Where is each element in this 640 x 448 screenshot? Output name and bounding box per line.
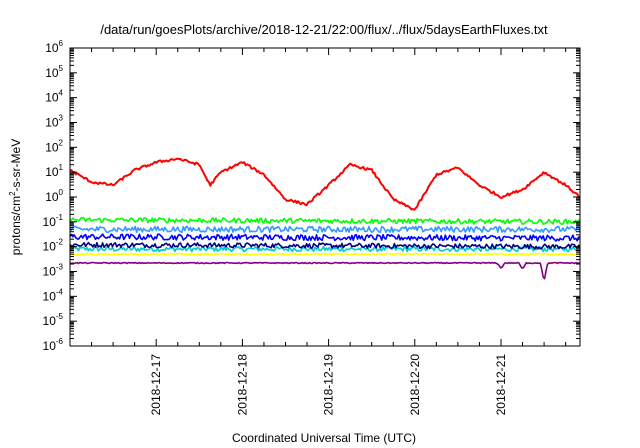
y-axis: 10-6 10-5 10-4 10-3 10-2 10-1 100 101 102 103 104 1…	[43, 39, 580, 353]
y-tick-label: 10-5	[43, 312, 64, 328]
y-axis-label-post: -s-sr-MeV	[9, 139, 23, 192]
chart-title: /data/run/goesPlots/archive/2018-12-21/2…	[100, 22, 548, 37]
x-axis: 2018-12-17 2018-12-18 2018-12-19 2018-12-20…	[69, 48, 567, 416]
series-line-0	[69, 157, 580, 211]
x-tick-label: 2018-12-20	[408, 354, 422, 416]
x-tick-label: 2018-12-17	[149, 354, 163, 416]
y-axis-label: protons/cm2-s-sr-MeV	[8, 139, 23, 255]
y-tick-label: 10-1	[43, 213, 64, 229]
y-axis-label-pre: protons/cm	[9, 196, 23, 255]
x-tick-label: 2018-12-18	[235, 354, 249, 416]
y-tick-label: 102	[45, 138, 63, 154]
y-tick-label: 10-2	[43, 238, 64, 254]
y-tick-label: 101	[45, 163, 63, 179]
series-line-2	[69, 225, 581, 234]
series-line-7	[69, 261, 581, 280]
y-tick-label: 10-6	[43, 337, 64, 353]
y-tick-label: 103	[45, 114, 63, 130]
y-tick-label: 10-4	[43, 287, 64, 303]
series-line-1	[69, 216, 581, 225]
x-tick-label: 2018-12-19	[322, 354, 336, 416]
series-line-6	[69, 252, 581, 256]
series-line-3	[69, 233, 581, 242]
x-tick-label: 2018-12-21	[494, 354, 508, 416]
y-tick-label: 10-3	[43, 263, 64, 279]
x-axis-label: Coordinated Universal Time (UTC)	[232, 431, 416, 445]
series-layer	[69, 157, 581, 280]
series-line-4	[69, 241, 581, 250]
y-tick-label: 100	[45, 188, 63, 204]
y-tick-label: 106	[45, 39, 63, 55]
y-axis-label-sup: 2	[8, 191, 17, 196]
y-tick-label: 105	[45, 64, 63, 80]
y-tick-label: 104	[45, 89, 63, 105]
